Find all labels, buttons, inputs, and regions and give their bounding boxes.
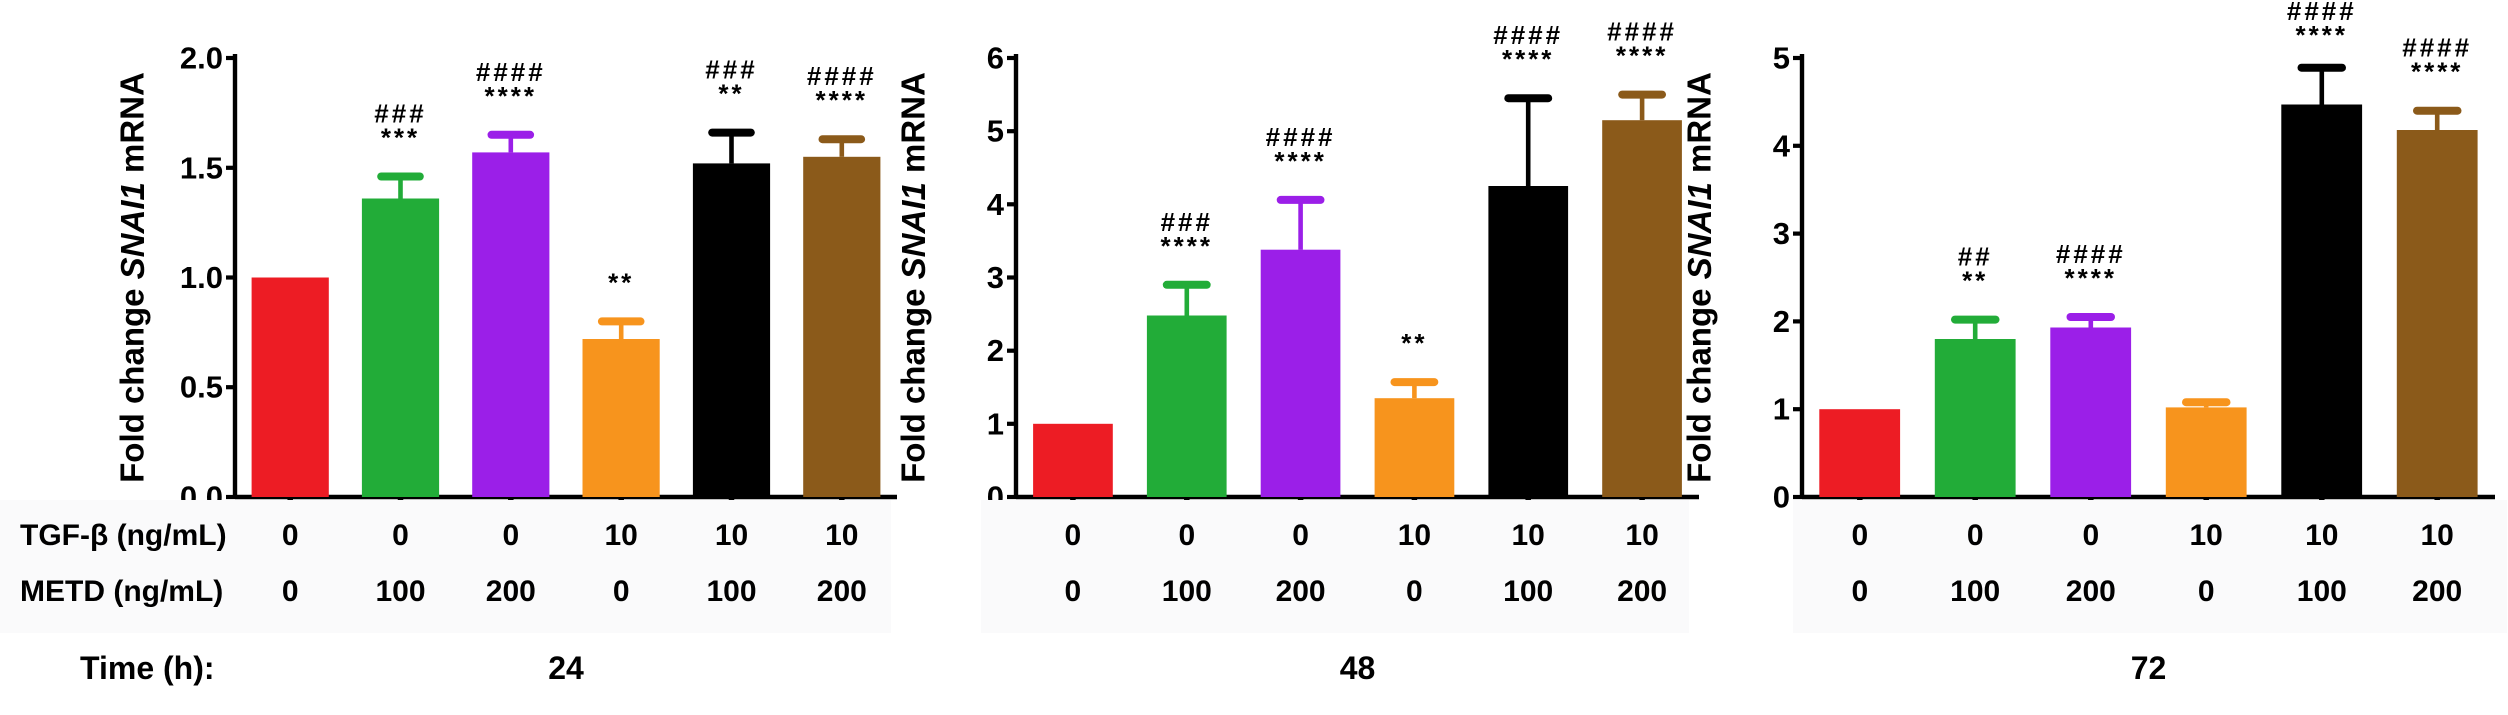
svg-text:4: 4	[1773, 128, 1791, 163]
svg-text:3: 3	[1773, 216, 1790, 251]
svg-text:**: **	[1962, 266, 1988, 296]
svg-text:Fold change SNAI1 mRNA: Fold change SNAI1 mRNA	[1681, 72, 1718, 483]
svg-text:0: 0	[1773, 480, 1790, 515]
svg-text:****: ****	[2411, 57, 2463, 87]
svg-text:2: 2	[1773, 304, 1790, 339]
svg-text:****: ****	[2296, 20, 2348, 50]
svg-text:5: 5	[1773, 41, 1790, 76]
svg-text:****: ****	[2065, 263, 2117, 293]
svg-text:1: 1	[1773, 392, 1790, 427]
